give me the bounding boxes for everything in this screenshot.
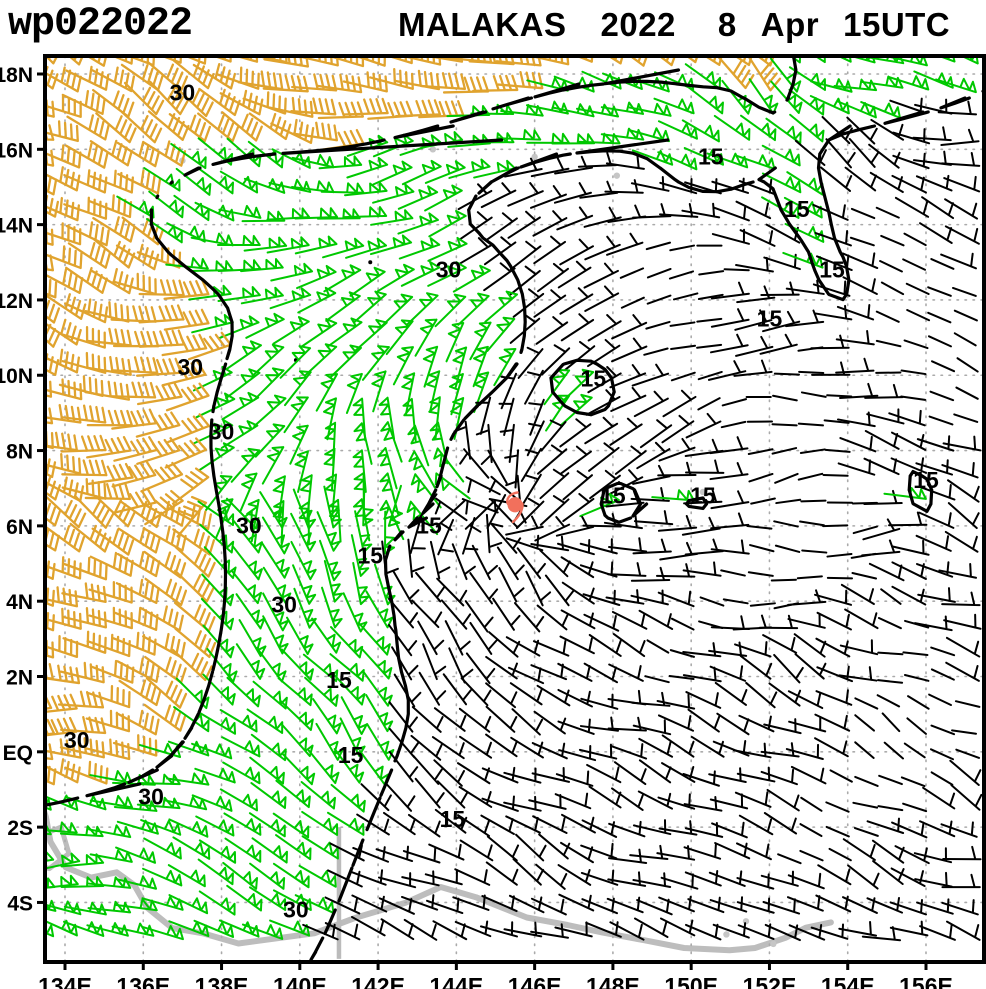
svg-text:15: 15: [326, 667, 352, 693]
svg-text:15: 15: [913, 467, 939, 493]
svg-text:144E: 144E: [430, 973, 484, 989]
svg-text:30: 30: [236, 512, 262, 538]
svg-text:15: 15: [698, 143, 724, 169]
svg-text:10N: 10N: [0, 365, 33, 388]
svg-text:15: 15: [757, 305, 783, 331]
svg-text:15: 15: [338, 742, 364, 768]
svg-text:146E: 146E: [508, 973, 562, 989]
svg-text:30: 30: [283, 897, 309, 923]
svg-text:15: 15: [819, 256, 845, 282]
svg-text:30: 30: [271, 591, 297, 617]
svg-text:15: 15: [784, 196, 810, 222]
svg-text:154E: 154E: [821, 973, 875, 989]
svg-text:152E: 152E: [743, 973, 797, 989]
svg-text:30: 30: [209, 418, 235, 444]
svg-text:14N: 14N: [0, 215, 33, 238]
svg-text:140E: 140E: [273, 973, 327, 989]
svg-text:15: 15: [416, 512, 442, 538]
svg-text:2N: 2N: [6, 667, 33, 690]
svg-text:138E: 138E: [195, 973, 249, 989]
svg-text:150E: 150E: [664, 973, 718, 989]
svg-text:30: 30: [436, 256, 462, 282]
svg-text:15: 15: [357, 543, 383, 569]
svg-text:15: 15: [581, 366, 607, 392]
svg-text:18N: 18N: [0, 64, 33, 87]
svg-text:4S: 4S: [7, 892, 33, 915]
svg-text:30: 30: [64, 727, 90, 753]
svg-text:15: 15: [440, 806, 466, 832]
svg-text:12N: 12N: [0, 290, 33, 313]
svg-text:134E: 134E: [38, 973, 92, 989]
svg-text:EQ: EQ: [3, 742, 33, 765]
svg-text:15: 15: [690, 482, 716, 508]
svg-text:148E: 148E: [586, 973, 640, 989]
svg-text:30: 30: [177, 354, 203, 380]
svg-text:30: 30: [170, 79, 196, 105]
svg-text:4N: 4N: [6, 591, 33, 614]
svg-text:15: 15: [600, 482, 626, 508]
svg-text:16N: 16N: [0, 139, 33, 162]
svg-text:30: 30: [138, 784, 164, 810]
svg-text:156E: 156E: [899, 973, 953, 989]
svg-text:6N: 6N: [6, 516, 33, 539]
svg-text:8N: 8N: [6, 441, 33, 464]
svg-text:136E: 136E: [116, 973, 170, 989]
svg-text:142E: 142E: [351, 973, 405, 989]
svg-text:2S: 2S: [7, 817, 33, 840]
